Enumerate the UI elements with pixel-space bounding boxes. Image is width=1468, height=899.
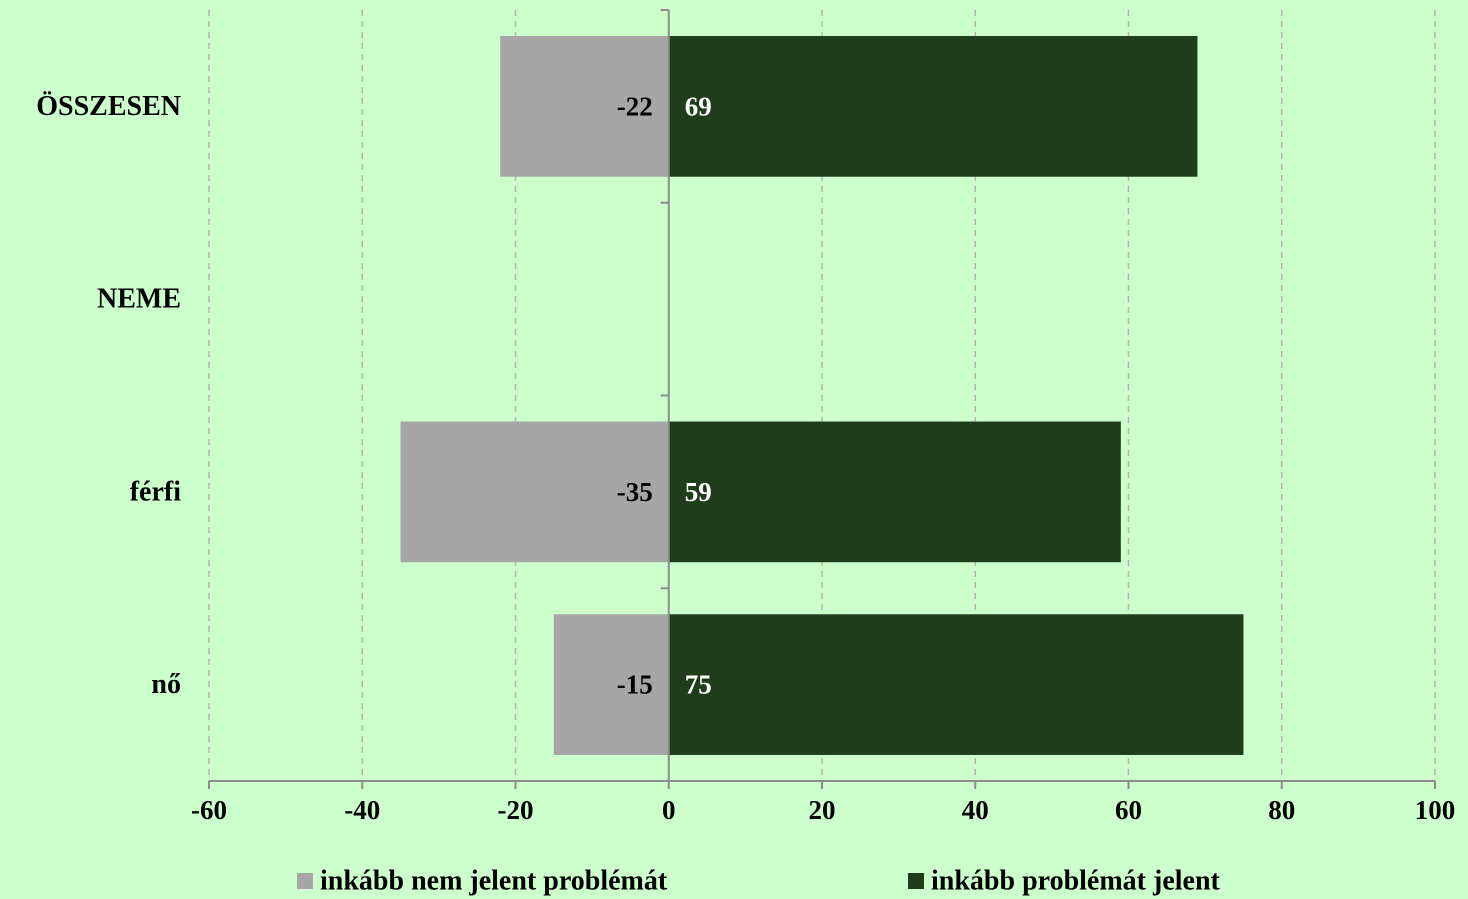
data-label: -15 [617,670,653,700]
x-tick-label: 100 [1415,795,1456,825]
x-tick-label: -60 [191,795,227,825]
bars [400,36,1244,755]
legend-swatch [297,873,313,889]
axes [208,9,1436,789]
category-label: ÖSSZESEN [36,91,181,122]
x-tick-label: 0 [662,795,676,825]
data-label: -22 [617,91,653,121]
bar-negative [500,36,669,177]
category-labels: ÖSSZESEN NEME férfi nő [36,91,181,700]
category-label: NEME [97,284,181,315]
category-label: férfi [130,476,182,507]
legend-swatch [908,873,924,889]
data-label: 75 [685,670,712,700]
data-labels: -22 -35 -15 69 59 75 [617,91,712,699]
x-tick-label: -40 [344,795,380,825]
x-tick-label: 20 [809,795,836,825]
data-label: 69 [685,91,712,121]
legend-label: inkább nem jelent problémát [320,866,668,897]
x-tick-label: 40 [962,795,989,825]
bar-negative [400,421,669,563]
x-tick-label: 80 [1268,795,1295,825]
bar-positive [668,421,1121,563]
x-tick-labels: -60 -40 -20 0 20 40 60 80 100 [191,795,1455,825]
legend: inkább nem jelent problémát inkább problé… [297,866,1221,897]
bar-negative [553,614,669,755]
data-label: 59 [685,477,712,507]
x-tick-label: 60 [1115,795,1142,825]
bar-positive [668,614,1244,755]
data-label: -35 [617,477,653,507]
category-label: nő [151,669,181,700]
legend-label: inkább problémát jelent [931,866,1221,897]
bar-positive [668,36,1198,177]
x-tick-label: -20 [498,795,534,825]
